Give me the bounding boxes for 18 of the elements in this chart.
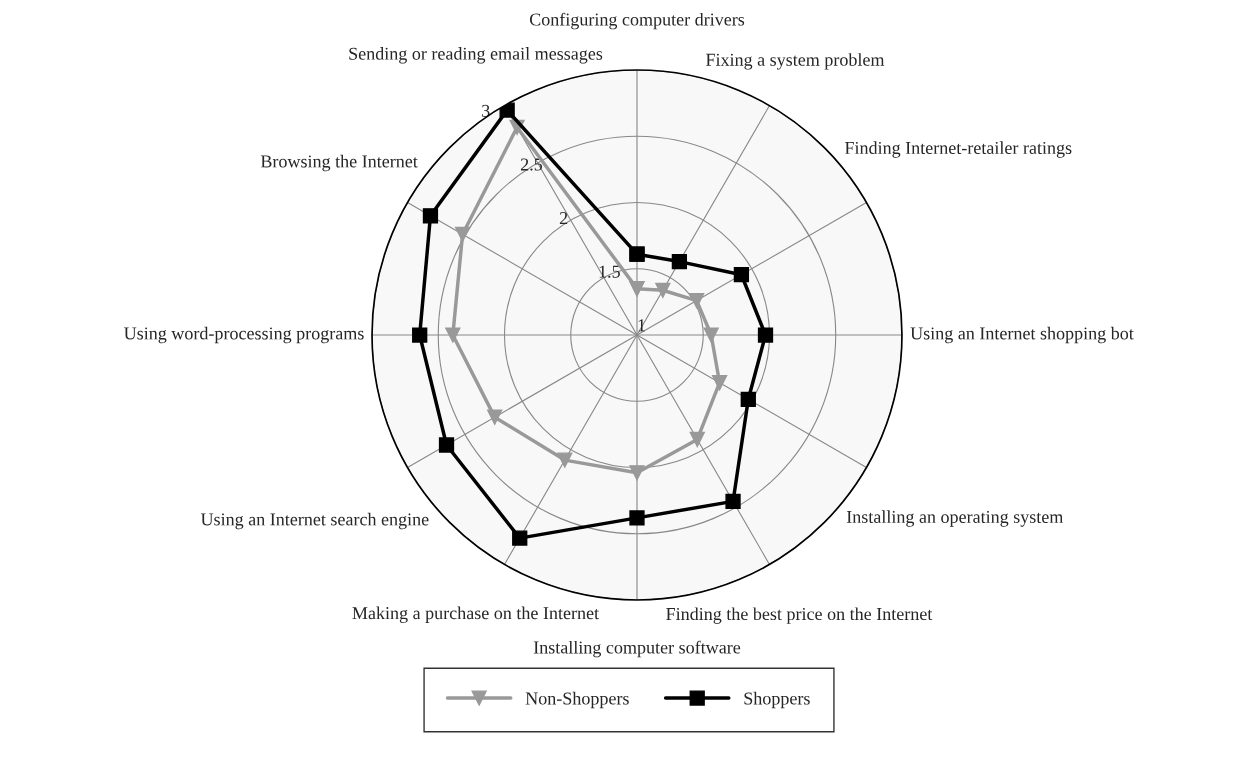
y-tick-label: 2 (559, 212, 568, 224)
spoke-label: Using an Internet search engine (200, 512, 429, 530)
spoke-label: Configuring computer drivers (529, 12, 745, 30)
legend-label: Shoppers (744, 691, 810, 709)
y-tick-label: 2.5 (520, 158, 543, 171)
spoke-label: Using word-processing programs (124, 326, 364, 344)
spoke-label: Using an Internet shopping bot (910, 326, 1134, 344)
spoke-label: Finding Internet-retailer ratings (844, 141, 1072, 158)
spoke-label: Installing an operating system (846, 510, 1064, 527)
spoke-label: Installing computer software (533, 640, 741, 658)
spoke-label: Sending or reading email messages (349, 47, 603, 64)
spoke-label: Finding the best price on the Internet (666, 607, 933, 624)
spoke-label: Fixing a system problem (705, 53, 885, 70)
spoke-label: Making a purchase on the Internet (352, 606, 599, 623)
y-tick-label: 1.5 (599, 265, 620, 278)
spoke-label: Browsing the Internet (260, 154, 418, 172)
legend-label: Non-Shoppers (525, 691, 629, 709)
y-tick-label: 1 (638, 319, 645, 332)
